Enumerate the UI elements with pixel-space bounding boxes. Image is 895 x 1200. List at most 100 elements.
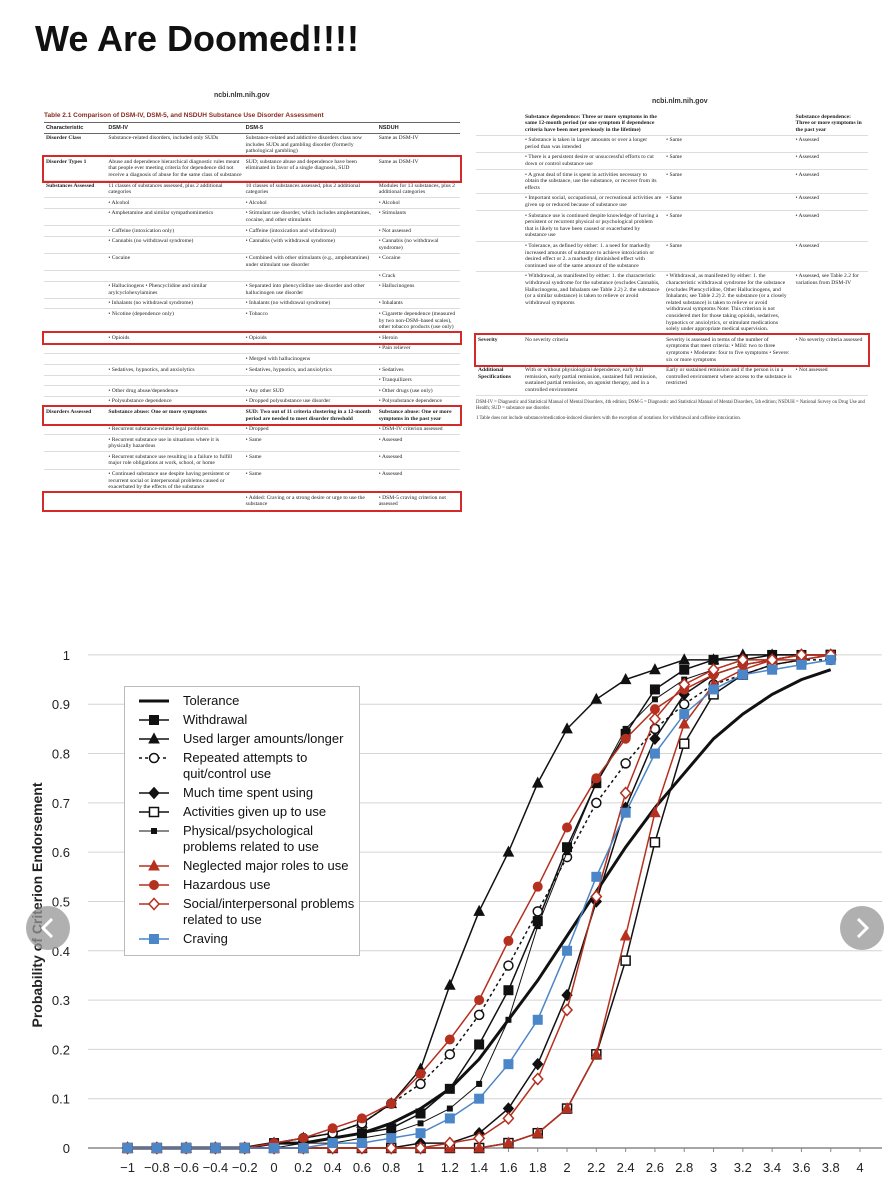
column-header: NSDUH — [376, 122, 460, 134]
table-cell: • Dropped — [243, 424, 377, 436]
header-row: Characteristic DSM-IV DSM-5 NSDUH — [44, 122, 460, 134]
table-cell: Disorders Assessed — [44, 406, 107, 425]
legend-label: Activities given up to use — [183, 804, 327, 819]
table-cell: 10 classes of substances assessed, plus … — [243, 180, 377, 199]
legend-label: Physical/psychological problems related … — [183, 823, 319, 854]
data-point — [444, 978, 456, 990]
footnote: DSM-IV = Diagnostic and Statistical Manu… — [476, 399, 865, 411]
data-point — [444, 1034, 455, 1045]
table-cell: • Recurrent substance-related legal prob… — [106, 424, 244, 436]
table-cell — [44, 197, 107, 209]
table-cell — [44, 451, 107, 470]
data-point — [386, 1133, 397, 1144]
table-cell: • Assessed — [793, 169, 868, 194]
data-point — [767, 664, 778, 675]
data-point — [737, 669, 748, 680]
y-tick-label: 0.2 — [52, 1042, 70, 1057]
x-tick-label: −0.6 — [173, 1160, 199, 1175]
data-point — [417, 1120, 424, 1127]
data-point — [415, 1108, 426, 1119]
data-point — [532, 881, 543, 892]
x-tick-label: 1.4 — [470, 1160, 488, 1175]
legend-item: Activities given up to use — [137, 804, 359, 820]
table-cell — [44, 364, 107, 376]
table-cell: • Tranquilizers — [376, 375, 460, 387]
carousel-next[interactable] — [840, 906, 884, 950]
x-tick-label: 1.8 — [529, 1160, 547, 1175]
data-point — [474, 995, 485, 1006]
data-point — [708, 684, 719, 695]
x-tick-label: 1 — [417, 1160, 424, 1175]
data-point — [620, 807, 631, 818]
table-cell: • Combined with other stimulants (e.g., … — [243, 253, 377, 272]
table-cell: • Not assessed — [793, 365, 868, 396]
table-cell: • Same — [664, 210, 794, 242]
table-cell: • Tolerance, as defined by either: 1. a … — [523, 241, 665, 272]
data-point — [678, 717, 691, 729]
table-row: Disorder Class Substance-related disorder… — [44, 133, 460, 158]
data-point — [648, 712, 661, 726]
data-point — [678, 738, 690, 749]
table-cell: • Hallucinogens • Phencyclidine and simi… — [106, 281, 244, 299]
table-cell — [44, 492, 107, 511]
data-point — [502, 1136, 515, 1148]
table-cell — [664, 112, 794, 136]
data-point — [534, 923, 541, 930]
data-point — [561, 1003, 574, 1017]
legend-swatch — [139, 699, 169, 703]
table-cell: • Assessed — [793, 135, 868, 153]
data-point — [591, 773, 602, 784]
table-cell: • Inhalants (no withdrawal syndrome) — [106, 298, 244, 310]
table-cell: • Inhalants — [376, 298, 460, 310]
table-cell: • Withdrawal, as manifested by either: 1… — [523, 271, 665, 336]
table-cell — [243, 270, 377, 282]
x-tick-label: 1.2 — [441, 1160, 459, 1175]
y-tick-label: 0.5 — [52, 894, 70, 909]
chevron-right — [856, 917, 870, 939]
data-point — [474, 1039, 485, 1050]
data-point — [414, 1141, 427, 1155]
data-point — [443, 1136, 456, 1150]
table-cell — [106, 343, 244, 355]
data-point — [532, 1014, 543, 1025]
legend-swatch — [139, 806, 169, 818]
legend-marker — [148, 806, 160, 818]
table-cell — [44, 343, 107, 355]
legend-marker — [149, 880, 159, 890]
table-cell — [106, 492, 244, 511]
data-point — [356, 1138, 367, 1149]
legend-label: Neglected major roles to use — [183, 858, 349, 873]
data-point — [503, 935, 514, 946]
table-cell: • Cannabis (with withdrawal syndrome) — [243, 236, 377, 254]
table-cell: With or without physiological dependence… — [523, 365, 665, 396]
series — [122, 654, 836, 1153]
table-cell: • Amphetamine and similar sympathomimeti… — [106, 208, 244, 227]
table-cell: Disorder Types 1 — [44, 156, 107, 182]
x-tick-label: −0.4 — [203, 1160, 229, 1175]
data-point — [327, 1123, 338, 1134]
table-cell — [243, 375, 377, 387]
table-row: • Inhalants (no withdrawal syndrome) • In… — [44, 298, 460, 310]
legend-label: Social/interpersonal problems related to… — [183, 896, 355, 927]
table-cell — [44, 424, 107, 436]
data-point — [181, 1143, 192, 1153]
table-cell: • Stimulants — [376, 208, 460, 227]
legend-swatch — [139, 859, 169, 871]
table-cell: • Assessed — [376, 451, 460, 470]
legend-marker — [148, 786, 160, 800]
data-point — [620, 758, 631, 769]
table-row: • A great deal of time is spent in activ… — [476, 169, 868, 194]
table-row: • Opioids • Opioids • Heroin — [42, 330, 462, 346]
left-table: Characteristic DSM-IV DSM-5 NSDUH Disorder C… — [42, 122, 462, 513]
table-row: • Hallucinogens • Phencyclidine and simi… — [44, 281, 460, 299]
source-url: ncbi.nlm.nih.gov — [652, 98, 708, 105]
legend-label: Tolerance — [183, 693, 240, 708]
table-cell: • Important social, occupational, or rec… — [523, 193, 665, 212]
carousel-prev[interactable] — [26, 906, 70, 950]
data-point — [502, 845, 515, 857]
data-point — [564, 849, 571, 856]
table-cell — [44, 469, 107, 494]
legend-item: Social/interpersonal problems related to… — [137, 896, 359, 928]
table-cell: • Not assessed — [376, 225, 460, 237]
